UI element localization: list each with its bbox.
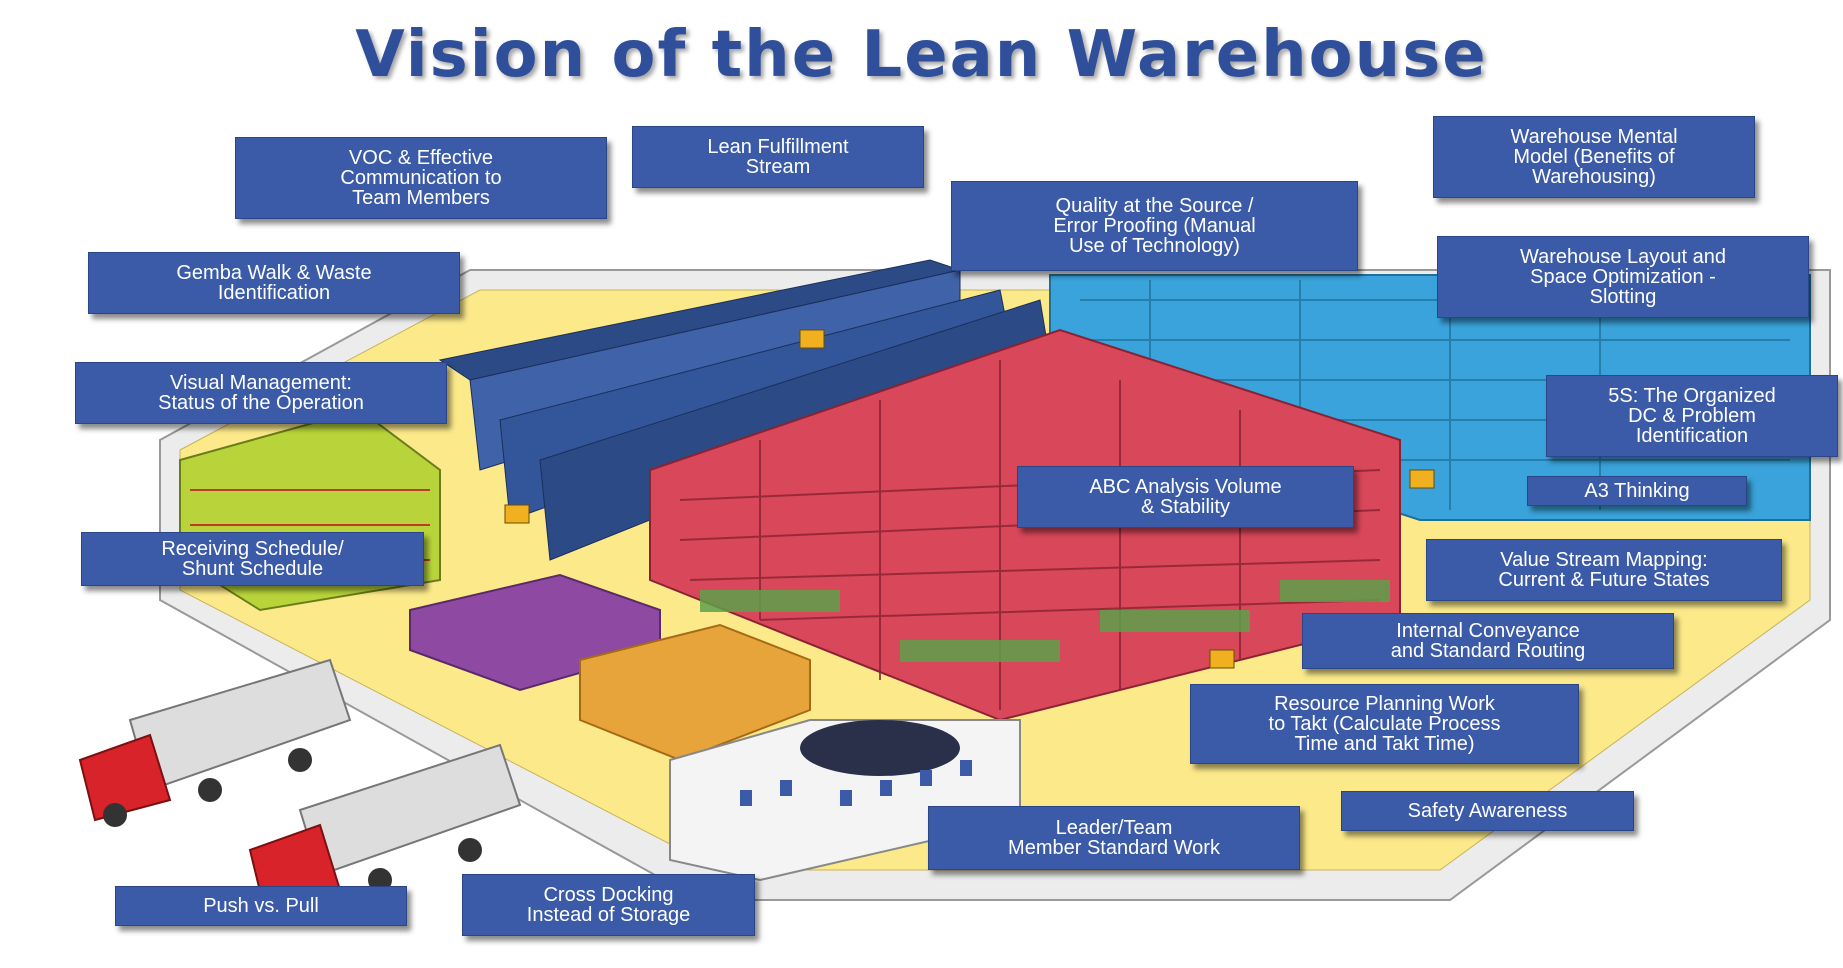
label-a3-thinking: A3 Thinking — [1527, 476, 1747, 506]
truck-1 — [78, 658, 352, 827]
label-cross-docking: Cross Docking Instead of Storage — [462, 874, 755, 936]
forklift — [799, 329, 825, 349]
label-lean-fulfillment: Lean Fulfillment Stream — [632, 126, 924, 188]
label-mental-model: Warehouse Mental Model (Benefits of Ware… — [1433, 116, 1755, 198]
orange-pallets — [579, 623, 811, 762]
label-gemba: Gemba Walk & Waste Identification — [88, 252, 460, 314]
forklift — [1209, 649, 1235, 669]
label-value-stream-mapping: Value Stream Mapping: Current & Future S… — [1426, 539, 1782, 601]
label-internal-conveyance: Internal Conveyance and Standard Routing — [1302, 613, 1674, 669]
label-safety-awareness: Safety Awareness — [1341, 791, 1634, 831]
label-abc-analysis: ABC Analysis Volume & Stability — [1017, 466, 1354, 528]
forklift — [1409, 469, 1435, 489]
label-push-vs-pull: Push vs. Pull — [115, 886, 407, 926]
label-voc: VOC & Effective Communication to Team Me… — [235, 137, 607, 219]
office-dome — [800, 720, 960, 776]
label-visual-mgmt: Visual Management: Status of the Operati… — [75, 362, 447, 424]
label-resource-planning: Resource Planning Work to Takt (Calculat… — [1190, 684, 1579, 764]
label-leader-standard-work: Leader/Team Member Standard Work — [928, 806, 1300, 870]
label-quality-source: Quality at the Source / Error Proofing (… — [951, 181, 1358, 271]
label-layout: Warehouse Layout and Space Optimization … — [1437, 236, 1809, 318]
page-title: Vision of the Lean Warehouse — [355, 18, 1488, 92]
label-receiving-schedule: Receiving Schedule/ Shunt Schedule — [81, 532, 424, 586]
forklift — [504, 504, 530, 524]
label-5s: 5S: The Organized DC & Problem Identific… — [1546, 375, 1838, 457]
